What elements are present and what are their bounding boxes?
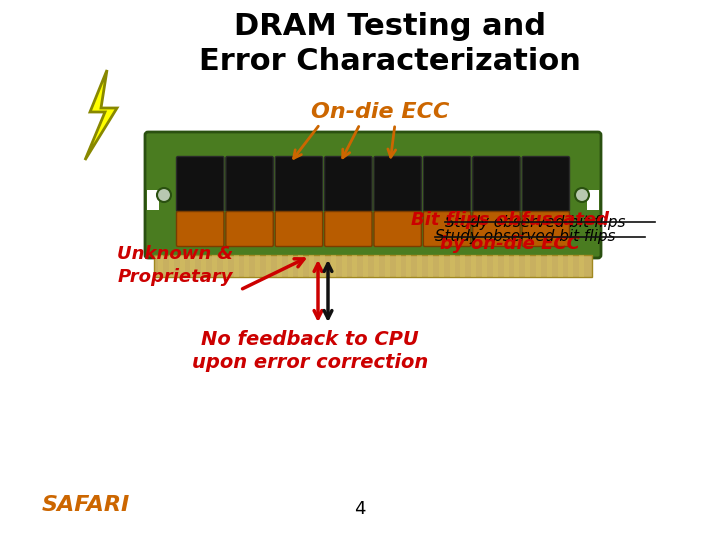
- FancyBboxPatch shape: [325, 212, 372, 246]
- Circle shape: [157, 188, 171, 202]
- Bar: [384, 255, 390, 277]
- Bar: [341, 255, 346, 277]
- FancyBboxPatch shape: [423, 212, 471, 246]
- Bar: [587, 190, 599, 210]
- Bar: [179, 255, 184, 277]
- Bar: [492, 255, 498, 277]
- Bar: [406, 255, 411, 277]
- FancyBboxPatch shape: [275, 212, 323, 246]
- Bar: [438, 255, 444, 277]
- FancyBboxPatch shape: [176, 157, 224, 212]
- FancyBboxPatch shape: [325, 157, 372, 212]
- FancyBboxPatch shape: [275, 157, 323, 212]
- Bar: [309, 255, 314, 277]
- Circle shape: [575, 188, 589, 202]
- Bar: [557, 255, 562, 277]
- FancyBboxPatch shape: [423, 157, 471, 212]
- Bar: [158, 255, 163, 277]
- Bar: [154, 255, 592, 277]
- Bar: [320, 255, 325, 277]
- FancyBboxPatch shape: [473, 157, 520, 212]
- Bar: [276, 255, 282, 277]
- FancyBboxPatch shape: [374, 157, 421, 212]
- Bar: [503, 255, 508, 277]
- Text: Study observed bit flips: Study observed bit flips: [435, 230, 616, 245]
- Polygon shape: [85, 70, 117, 160]
- Text: 4: 4: [354, 500, 366, 518]
- Bar: [514, 255, 519, 277]
- Bar: [417, 255, 422, 277]
- Bar: [536, 255, 541, 277]
- Bar: [244, 255, 249, 277]
- Text: Unknown &
Proprietary: Unknown & Proprietary: [117, 245, 233, 286]
- Bar: [428, 255, 433, 277]
- Bar: [449, 255, 454, 277]
- Bar: [546, 255, 552, 277]
- Bar: [212, 255, 217, 277]
- Bar: [190, 255, 195, 277]
- Text: Study observed bit flips: Study observed bit flips: [445, 214, 626, 230]
- Bar: [266, 255, 271, 277]
- FancyBboxPatch shape: [176, 212, 224, 246]
- Bar: [482, 255, 487, 277]
- Bar: [147, 190, 159, 210]
- Text: No feedback to CPU
upon error correction: No feedback to CPU upon error correction: [192, 330, 428, 373]
- Bar: [330, 255, 336, 277]
- FancyBboxPatch shape: [522, 157, 570, 212]
- FancyBboxPatch shape: [226, 212, 274, 246]
- FancyBboxPatch shape: [522, 212, 570, 246]
- Text: DRAM Testing and
Error Characterization: DRAM Testing and Error Characterization: [199, 12, 581, 76]
- Bar: [460, 255, 465, 277]
- FancyBboxPatch shape: [374, 212, 421, 246]
- Text: Bit flips obfuscated
by on-die ECC: Bit flips obfuscated by on-die ECC: [411, 211, 609, 253]
- Bar: [222, 255, 228, 277]
- Text: SAFARI: SAFARI: [42, 495, 130, 515]
- Bar: [352, 255, 357, 277]
- Bar: [525, 255, 530, 277]
- Bar: [298, 255, 303, 277]
- FancyBboxPatch shape: [226, 157, 274, 212]
- FancyBboxPatch shape: [145, 132, 601, 258]
- Bar: [579, 255, 584, 277]
- Bar: [233, 255, 238, 277]
- FancyBboxPatch shape: [473, 212, 520, 246]
- Bar: [568, 255, 573, 277]
- Bar: [395, 255, 400, 277]
- Bar: [287, 255, 292, 277]
- Text: On-die ECC: On-die ECC: [311, 102, 449, 122]
- Bar: [201, 255, 206, 277]
- Bar: [471, 255, 476, 277]
- Bar: [255, 255, 260, 277]
- Bar: [363, 255, 368, 277]
- Bar: [374, 255, 379, 277]
- Bar: [168, 255, 174, 277]
